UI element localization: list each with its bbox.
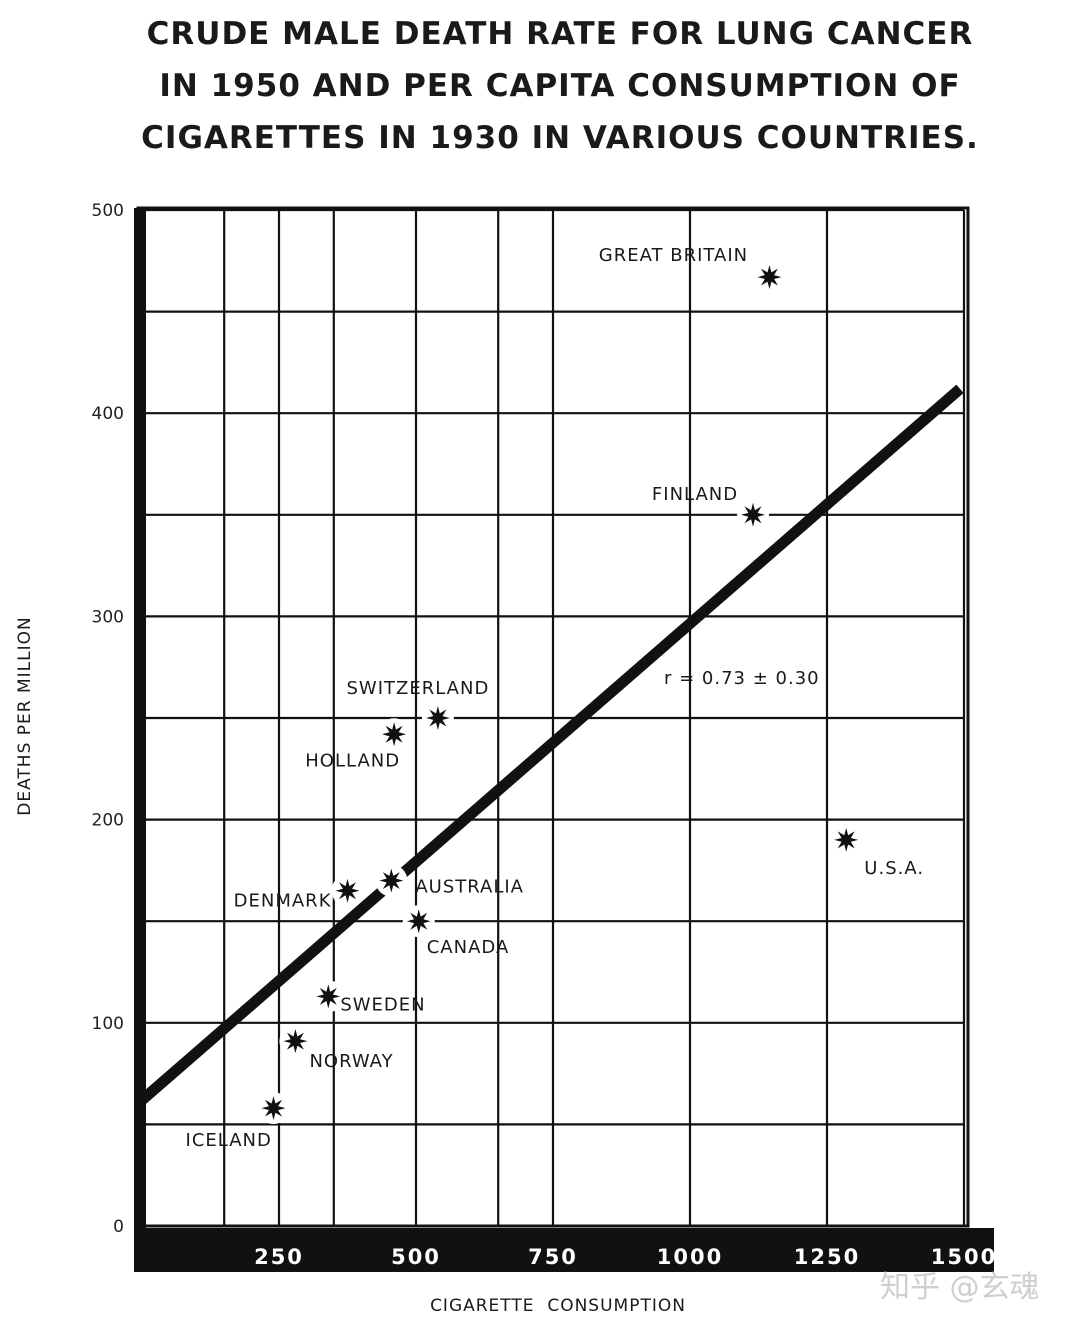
point-label: FINLAND xyxy=(652,484,738,505)
data-points: ICELAND NORWAY SWEDEN DENMARK AUSTRALIA CANAD… xyxy=(186,245,924,1151)
x-tick-label: 1000 xyxy=(657,1245,723,1269)
y-tick-labels: 0 100 200 300 400 500 xyxy=(92,201,124,1237)
data-point xyxy=(379,868,404,893)
y-tick-label: 500 xyxy=(92,201,124,221)
x-axis-band xyxy=(134,1228,994,1272)
point-label: HOLLAND xyxy=(305,750,400,771)
y-tick-label: 300 xyxy=(92,607,124,627)
title-line-2: IN 1950 AND PER CAPITA CONSUMPTION OF xyxy=(159,68,961,104)
point-label: CANADA xyxy=(427,937,510,958)
x-tick-label: 250 xyxy=(254,1245,304,1269)
chart-title: CRUDE MALE DEATH RATE FOR LUNG CANCER IN… xyxy=(0,8,1080,164)
title-line-1: CRUDE MALE DEATH RATE FOR LUNG CANCER xyxy=(146,16,974,52)
x-tick-label: 1250 xyxy=(794,1245,860,1269)
point-label: SWITZERLAND xyxy=(347,678,490,699)
point-label: NORWAY xyxy=(309,1051,393,1072)
y-tick-label: 100 xyxy=(92,1014,124,1034)
x-tick-label: 750 xyxy=(528,1245,578,1269)
point-label: U.S.A. xyxy=(864,858,924,879)
data-point xyxy=(335,878,360,903)
x-axis-label: CIGARETTE CONSUMPTION xyxy=(430,1296,686,1316)
data-point xyxy=(261,1096,286,1121)
watermark: 知乎 @玄魂 xyxy=(880,1270,1040,1305)
point-label: GREAT BRITAIN xyxy=(599,245,748,266)
y-axis-bar xyxy=(134,208,146,1272)
point-label: DENMARK xyxy=(234,891,332,912)
point-label: ICELAND xyxy=(186,1130,272,1151)
x-tick-labels: 250 500 750 1000 1250 1500 xyxy=(254,1245,997,1269)
x-tick-label: 500 xyxy=(391,1245,441,1269)
data-point xyxy=(741,502,765,527)
data-point xyxy=(425,706,450,730)
y-tick-label: 200 xyxy=(92,811,124,831)
data-point xyxy=(316,984,341,1009)
data-point xyxy=(834,827,859,852)
data-point xyxy=(406,909,431,934)
y-tick-label: 400 xyxy=(92,404,124,424)
y-tick-label: 0 xyxy=(113,1217,124,1237)
regression-line xyxy=(138,384,964,1105)
data-point xyxy=(283,1029,308,1054)
x-tick-label: 1500 xyxy=(931,1245,997,1269)
point-label: AUSTRALIA xyxy=(415,877,524,898)
point-label: SWEDEN xyxy=(340,994,425,1015)
data-point xyxy=(382,722,407,747)
data-point xyxy=(757,265,782,290)
correlation-annotation: r = 0.73 ± 0.30 xyxy=(664,668,820,689)
y-axis-label: DEATHS PER MILLION xyxy=(15,616,35,815)
grid-lines xyxy=(142,208,966,1226)
title-line-3: CIGARETTES IN 1930 IN VARIOUS COUNTRIES. xyxy=(141,120,979,156)
